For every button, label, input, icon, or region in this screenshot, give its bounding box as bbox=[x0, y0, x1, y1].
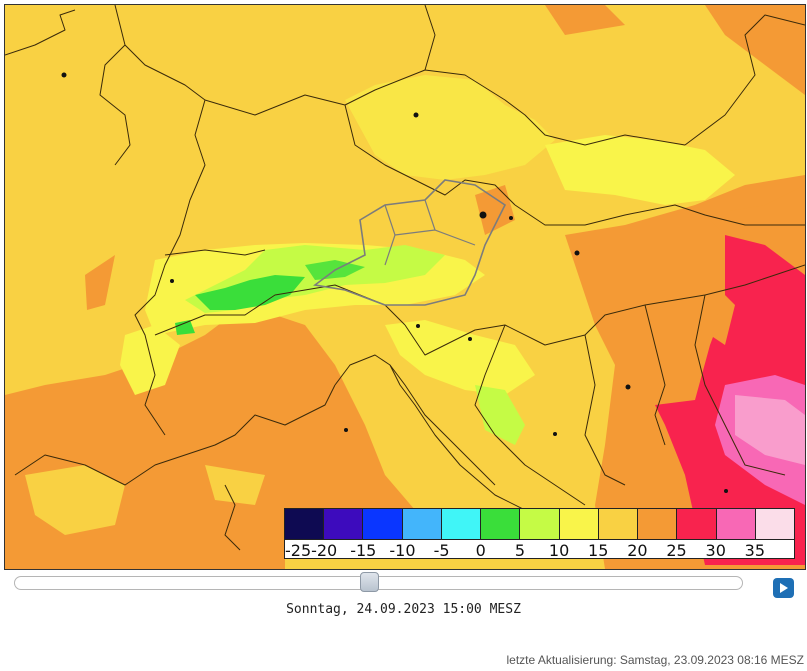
legend-label: 10 bbox=[548, 541, 570, 560]
legend-label: 25 bbox=[666, 541, 687, 560]
legend-swatches bbox=[285, 509, 795, 539]
legend-swatch bbox=[638, 509, 678, 539]
legend-labels: -25 -20 -15 -10 -5 0 5 10 15 20 25 30 35 bbox=[285, 539, 794, 561]
legend-swatch bbox=[716, 509, 756, 539]
play-icon bbox=[780, 583, 788, 593]
legend-swatch bbox=[441, 509, 482, 539]
legend-label: 30 bbox=[705, 541, 726, 560]
temperature-map bbox=[4, 4, 806, 570]
map-canvas bbox=[5, 5, 805, 569]
legend-swatch bbox=[520, 509, 560, 539]
legend-swatch bbox=[598, 509, 639, 539]
legend-swatch bbox=[677, 509, 717, 539]
legend-label: -20 bbox=[311, 541, 338, 560]
legend-label: -25 bbox=[285, 541, 312, 560]
legend-swatch bbox=[363, 509, 403, 539]
last-update-text: letzte Aktualisierung: Samstag, 23.09.20… bbox=[506, 653, 804, 667]
legend-label: 35 bbox=[744, 541, 766, 560]
legend-swatch bbox=[285, 509, 325, 539]
temperature-legend: -25 -20 -15 -10 -5 0 5 10 15 20 25 30 35 bbox=[284, 508, 795, 561]
legend-label: -5 bbox=[433, 541, 450, 560]
legend-label: -15 bbox=[350, 541, 377, 560]
play-button[interactable] bbox=[773, 578, 794, 598]
legend-label: 15 bbox=[588, 541, 609, 560]
legend-swatch bbox=[755, 509, 795, 539]
legend-label: 5 bbox=[514, 541, 526, 560]
legend-label: -10 bbox=[389, 541, 416, 560]
legend-label: 0 bbox=[475, 541, 486, 560]
legend-swatch bbox=[324, 509, 364, 539]
legend-swatch bbox=[481, 509, 521, 539]
legend-swatch bbox=[559, 509, 599, 539]
forecast-timestamp: Sonntag, 24.09.2023 15:00 MESZ bbox=[286, 602, 521, 617]
time-slider-handle[interactable] bbox=[360, 572, 380, 592]
legend-swatch bbox=[402, 509, 442, 539]
legend-label: 20 bbox=[627, 541, 648, 560]
